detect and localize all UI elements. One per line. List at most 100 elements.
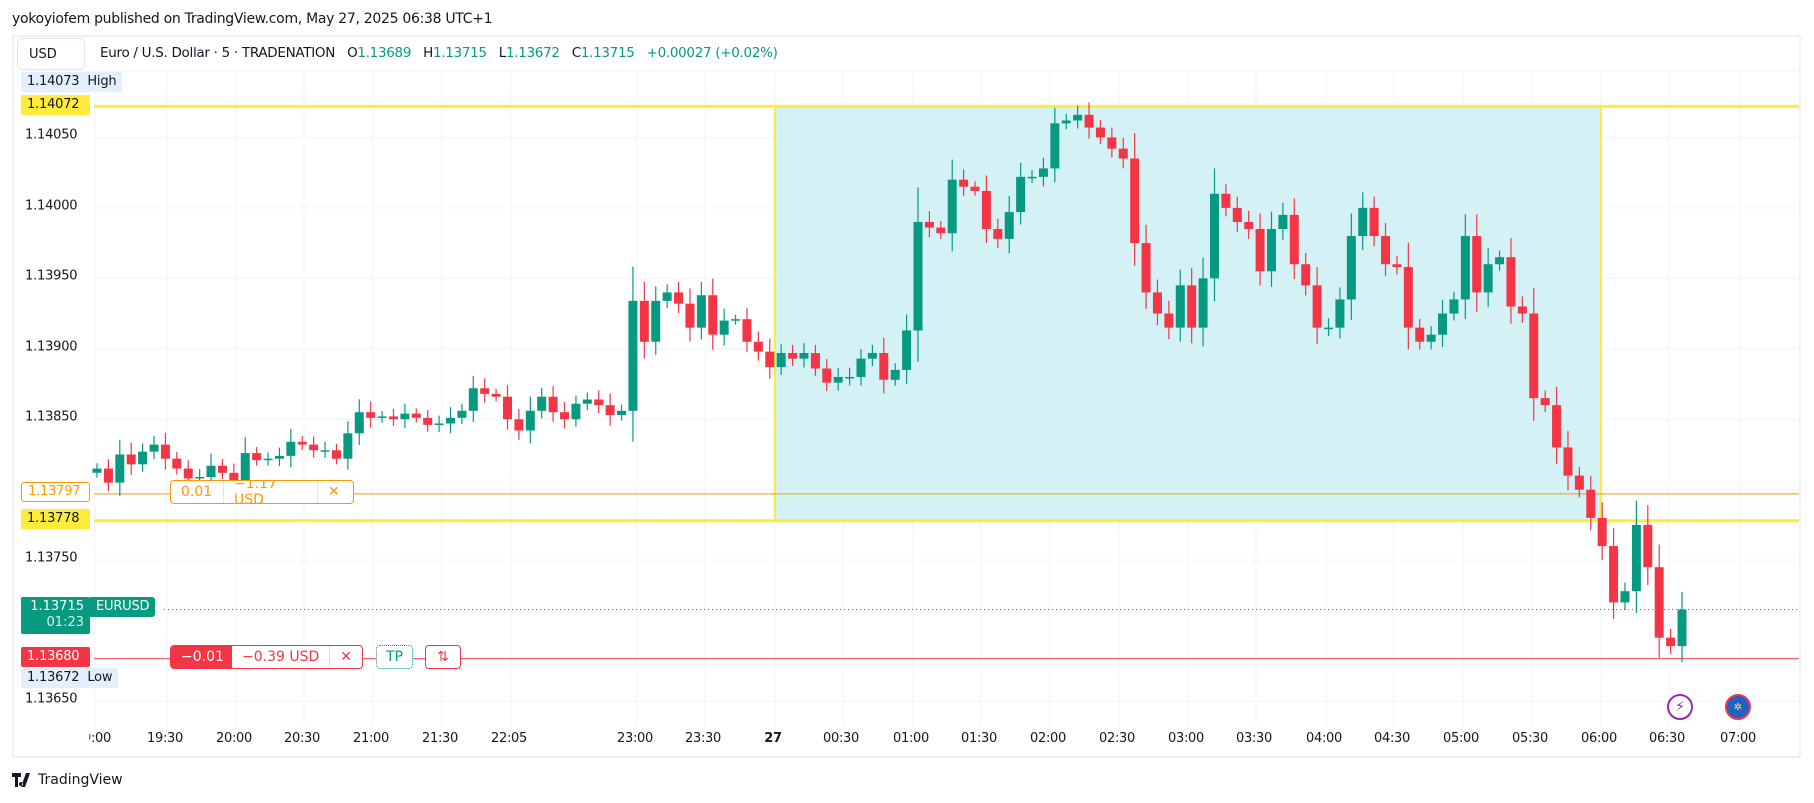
price-tick-label: 1.14000 — [25, 198, 78, 214]
candle-body — [274, 455, 284, 459]
order-price-label: 1.13797 — [21, 482, 90, 502]
candle-body — [1221, 193, 1231, 208]
candle-body — [628, 300, 638, 411]
candle-body — [833, 376, 843, 383]
candle-body — [1152, 292, 1162, 314]
candle-body — [936, 227, 946, 234]
price-tick-label: 1.14050 — [25, 127, 78, 143]
currency-button[interactable]: USD — [17, 38, 85, 70]
candle-body — [913, 221, 923, 331]
candle-body — [160, 444, 170, 459]
take-profit-button[interactable]: TP — [376, 645, 413, 669]
low-label: Low — [87, 670, 113, 685]
candle-body — [103, 468, 113, 483]
symbol-tag: EURUSD — [90, 597, 156, 617]
time-tick-label: 21:00 — [353, 731, 389, 746]
candle-body — [1597, 517, 1607, 547]
candle-body — [1472, 236, 1482, 293]
candle-body — [445, 417, 455, 424]
last-price: 1.13715 — [30, 599, 84, 614]
candle-body — [320, 450, 330, 452]
time-tick-label: 06:00 — [1581, 731, 1617, 746]
position-close-icon[interactable]: ✕ — [340, 649, 352, 665]
symbol-title[interactable]: Euro / U.S. Dollar · 5 · TRADENATION — [100, 45, 336, 61]
yellow-bottom-price-label: 1.13778 — [21, 509, 90, 529]
time-tick-label: 23:30 — [685, 731, 721, 746]
candle-body — [1130, 158, 1140, 244]
candle-body — [1084, 114, 1094, 128]
time-tick-label: 03:00 — [1168, 731, 1204, 746]
candle-body — [1095, 127, 1105, 138]
price-tick-label: 1.13900 — [25, 339, 78, 355]
chart-frame[interactable] — [12, 35, 1801, 758]
candle-body — [1529, 313, 1539, 399]
candle-body — [1506, 257, 1516, 307]
chart-canvas[interactable] — [14, 37, 1801, 758]
candle-body — [1643, 524, 1653, 568]
candle-body — [845, 376, 855, 379]
candle-body — [594, 399, 604, 406]
candle-body — [582, 399, 592, 404]
candle-body — [1073, 114, 1083, 121]
candle-body — [1027, 176, 1037, 179]
candle-body — [856, 358, 866, 377]
candle-body — [229, 472, 239, 483]
candle-body — [1586, 489, 1596, 518]
candle-body — [366, 412, 376, 418]
time-tick-label: 20:00 — [216, 731, 252, 746]
candle-body — [183, 468, 193, 479]
candle-body — [92, 468, 102, 473]
candle-body — [423, 417, 433, 425]
low-label: L — [498, 45, 507, 61]
candle-body — [1620, 591, 1630, 603]
order-line-box[interactable]: 0.01 −1.17 USD ✕ — [170, 480, 354, 504]
position-line-box[interactable]: −0.01 −0.39 USD ✕ — [170, 645, 363, 669]
candle-body — [468, 388, 478, 411]
candle-body — [696, 295, 706, 328]
candle-body — [1164, 313, 1174, 328]
candle-body — [1346, 236, 1356, 300]
candle-body — [1244, 221, 1254, 229]
candle-body — [788, 353, 798, 359]
candle-body — [617, 410, 627, 416]
position-qty[interactable]: −0.01 — [171, 646, 232, 668]
candle-body — [1403, 267, 1413, 328]
candle-body — [1495, 257, 1505, 265]
candle-body — [1004, 212, 1014, 239]
candle-body — [195, 477, 205, 479]
reverse-position-button[interactable]: ⇅ — [425, 645, 461, 669]
candle-body — [810, 353, 820, 369]
time-tick-label: 01:30 — [961, 731, 997, 746]
candle-body — [662, 292, 672, 301]
candle-body — [1415, 327, 1425, 342]
candle-body — [172, 458, 182, 469]
order-close-icon[interactable]: ✕ — [328, 484, 340, 500]
candle-body — [571, 403, 581, 420]
candle-body — [126, 454, 136, 465]
last-price-label: 1.13715 01:23 — [21, 597, 90, 634]
candle-body — [560, 412, 570, 420]
price-tick-label: 1.13650 — [25, 691, 78, 707]
candle-body — [639, 300, 649, 342]
time-tick-label: 27 — [764, 731, 782, 746]
time-tick-label: 21:30 — [422, 731, 458, 746]
candle-body — [377, 416, 387, 418]
candle-body — [1278, 214, 1288, 229]
change-value: +0.00027 (+0.02%) — [646, 45, 778, 61]
candle-body — [674, 292, 684, 304]
candle-body — [1517, 306, 1527, 314]
lightning-icon[interactable]: ⚡ — [1667, 694, 1693, 720]
time-tick-label: 05:30 — [1512, 731, 1548, 746]
candle-body — [776, 353, 786, 368]
candle-body — [765, 351, 775, 368]
candle-body — [503, 396, 513, 420]
price-tick-label: 1.13750 — [25, 550, 78, 566]
candle-body — [1358, 207, 1368, 237]
candle-body — [959, 179, 969, 187]
price-tick-label: 1.13950 — [25, 268, 78, 284]
time-tick-label: 22:05 — [491, 731, 527, 746]
candle-body — [1301, 264, 1311, 286]
high-value: 1.13715 — [432, 45, 487, 61]
eu-flag-icon[interactable]: ✲ — [1725, 694, 1751, 720]
order-qty[interactable]: 0.01 — [171, 481, 224, 503]
